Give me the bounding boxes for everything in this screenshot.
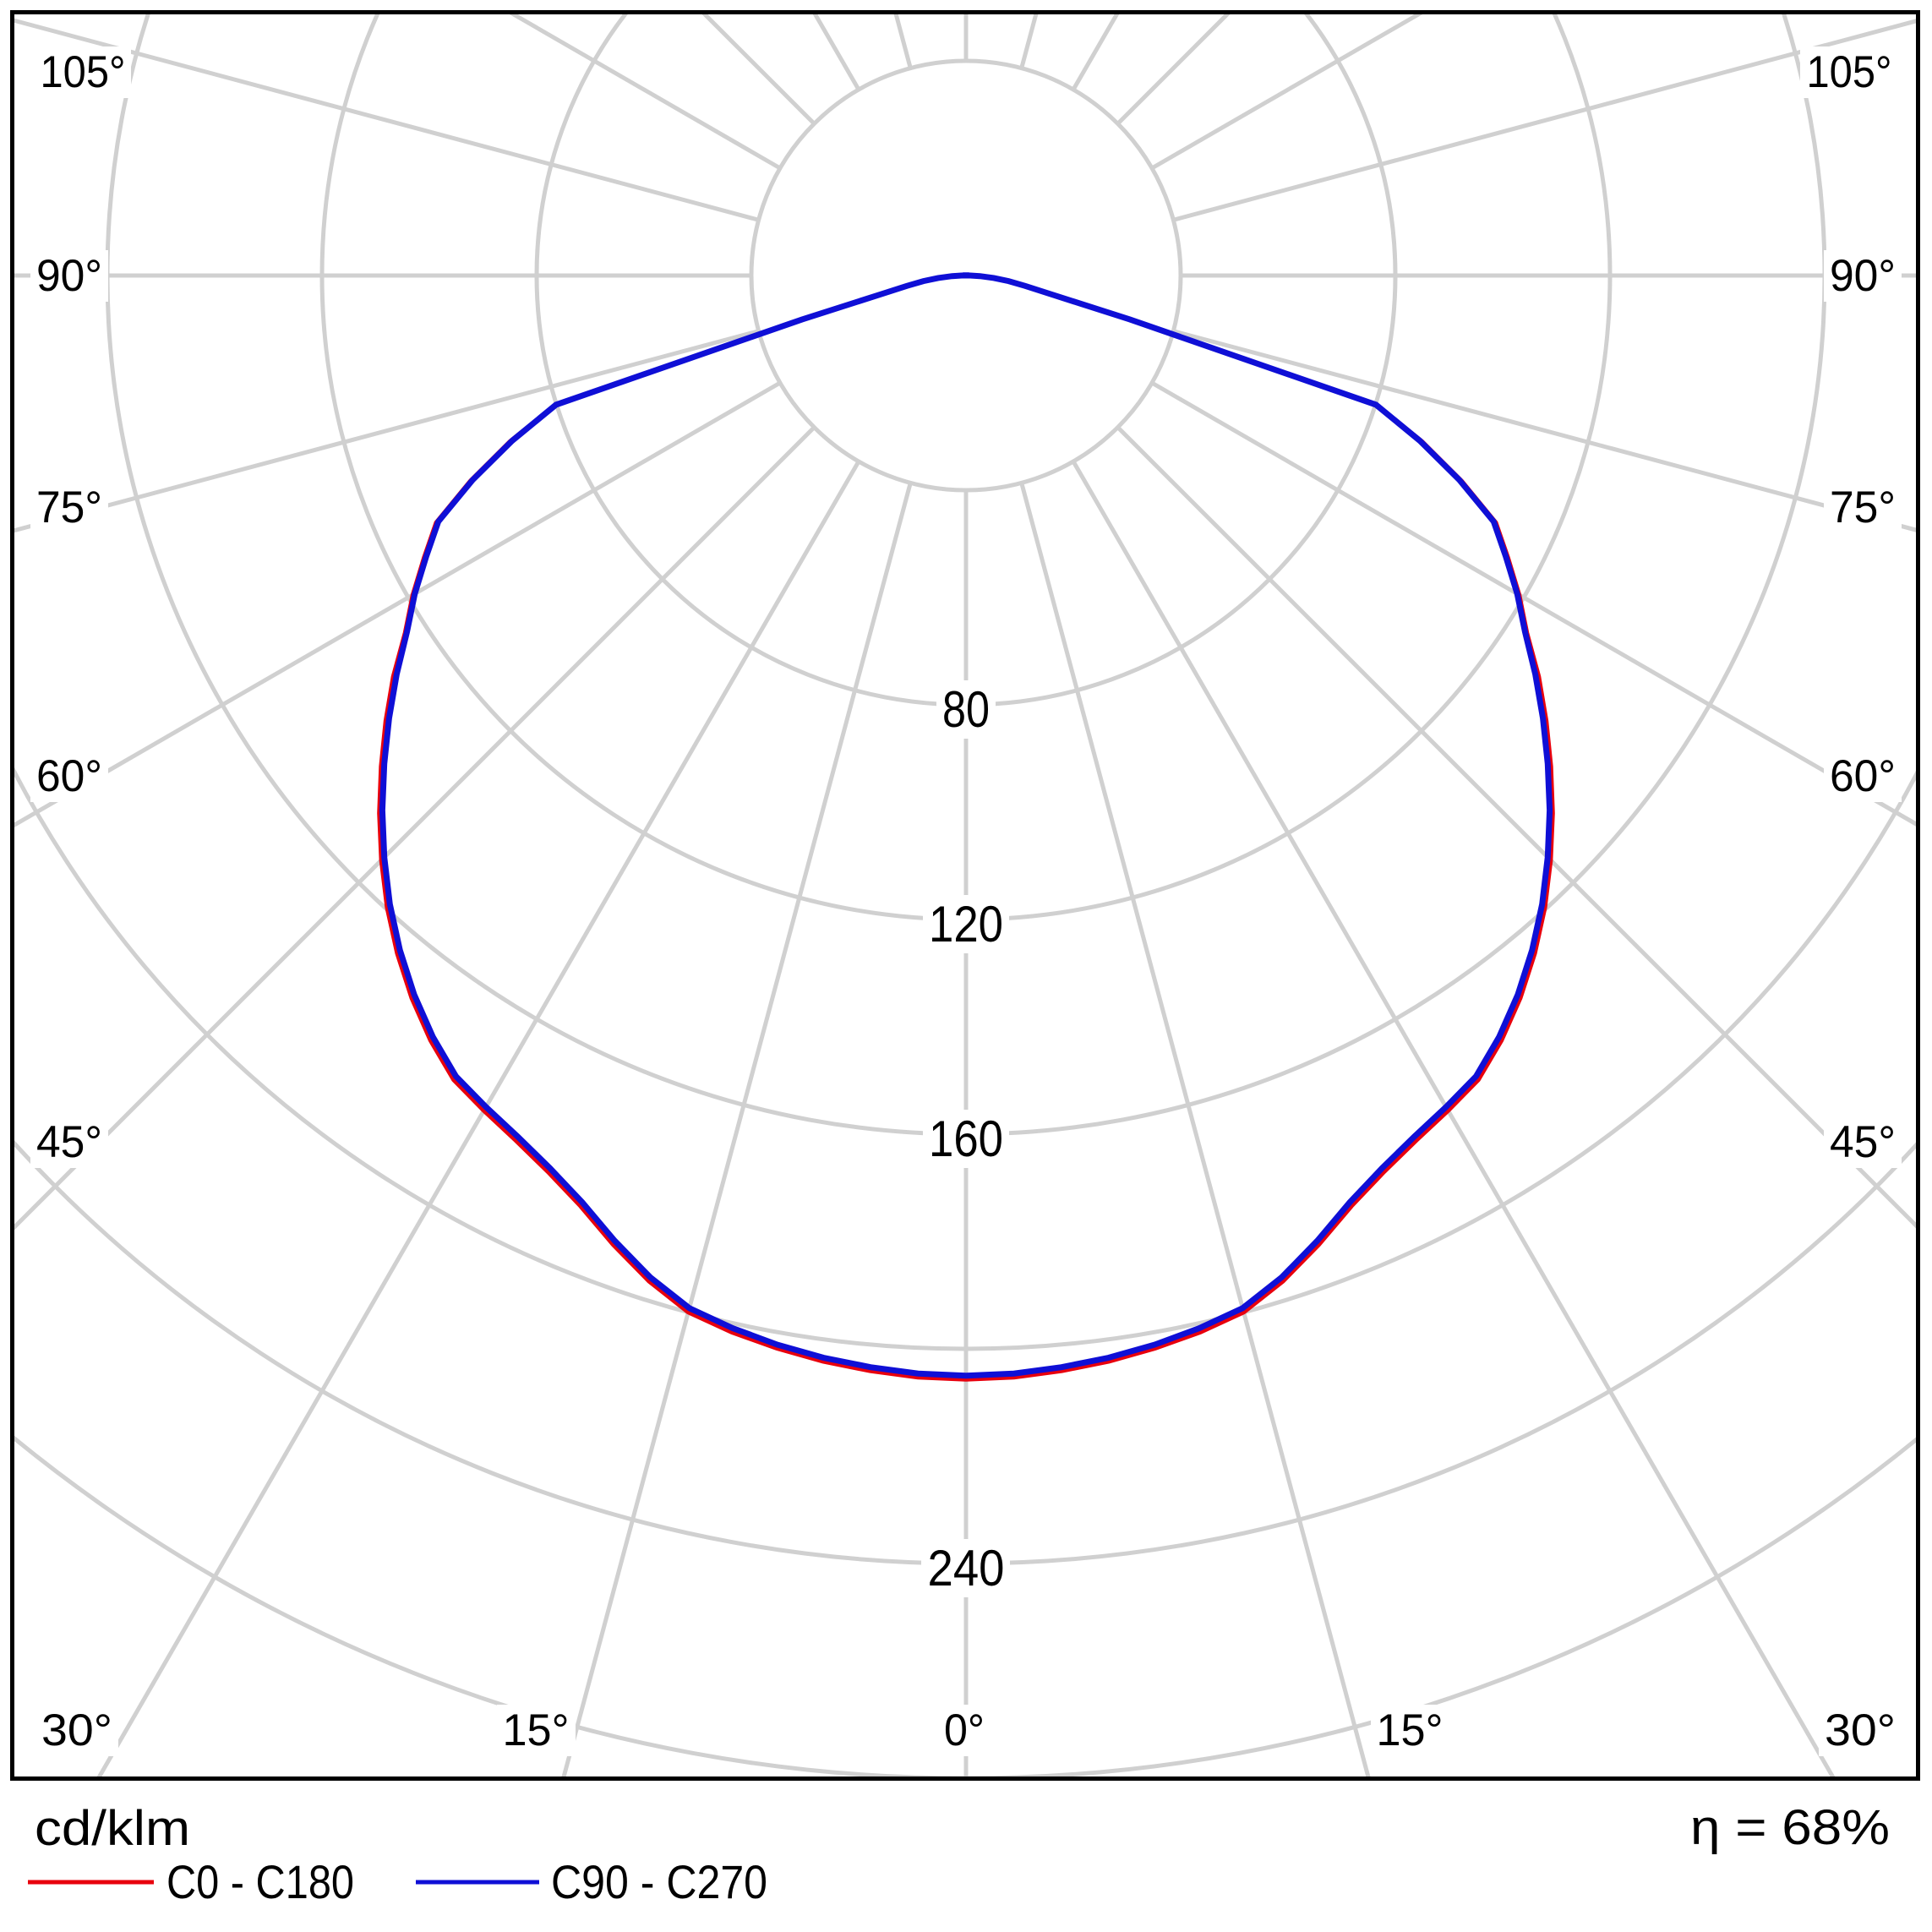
svg-text:45°: 45° <box>1830 1117 1896 1167</box>
svg-text:160: 160 <box>929 1111 1003 1167</box>
svg-text:cd/klm: cd/klm <box>35 1801 190 1856</box>
svg-text:105°: 105° <box>1807 47 1892 97</box>
svg-text:15°: 15° <box>1377 1706 1444 1755</box>
svg-text:240: 240 <box>928 1540 1005 1596</box>
svg-text:C0 - C180: C0 - C180 <box>166 1855 354 1908</box>
svg-text:45°: 45° <box>36 1117 102 1167</box>
svg-text:105°: 105° <box>41 47 126 97</box>
svg-text:C90 - C270: C90 - C270 <box>551 1855 767 1908</box>
svg-text:75°: 75° <box>1830 483 1896 532</box>
svg-text:60°: 60° <box>36 751 102 801</box>
svg-text:15°: 15° <box>503 1706 570 1755</box>
svg-text:30°: 30° <box>1825 1706 1896 1755</box>
svg-text:120: 120 <box>929 896 1003 952</box>
svg-text:0°: 0° <box>944 1706 985 1755</box>
svg-text:30°: 30° <box>41 1706 112 1755</box>
svg-text:90°: 90° <box>1830 251 1896 301</box>
svg-text:75°: 75° <box>36 483 102 532</box>
svg-text:90°: 90° <box>36 251 102 301</box>
svg-text:80: 80 <box>942 681 990 738</box>
svg-text:η = 68%: η = 68% <box>1690 1800 1890 1855</box>
svg-text:60°: 60° <box>1830 751 1896 801</box>
